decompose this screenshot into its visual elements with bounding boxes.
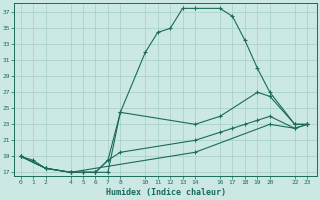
X-axis label: Humidex (Indice chaleur): Humidex (Indice chaleur): [106, 188, 226, 197]
